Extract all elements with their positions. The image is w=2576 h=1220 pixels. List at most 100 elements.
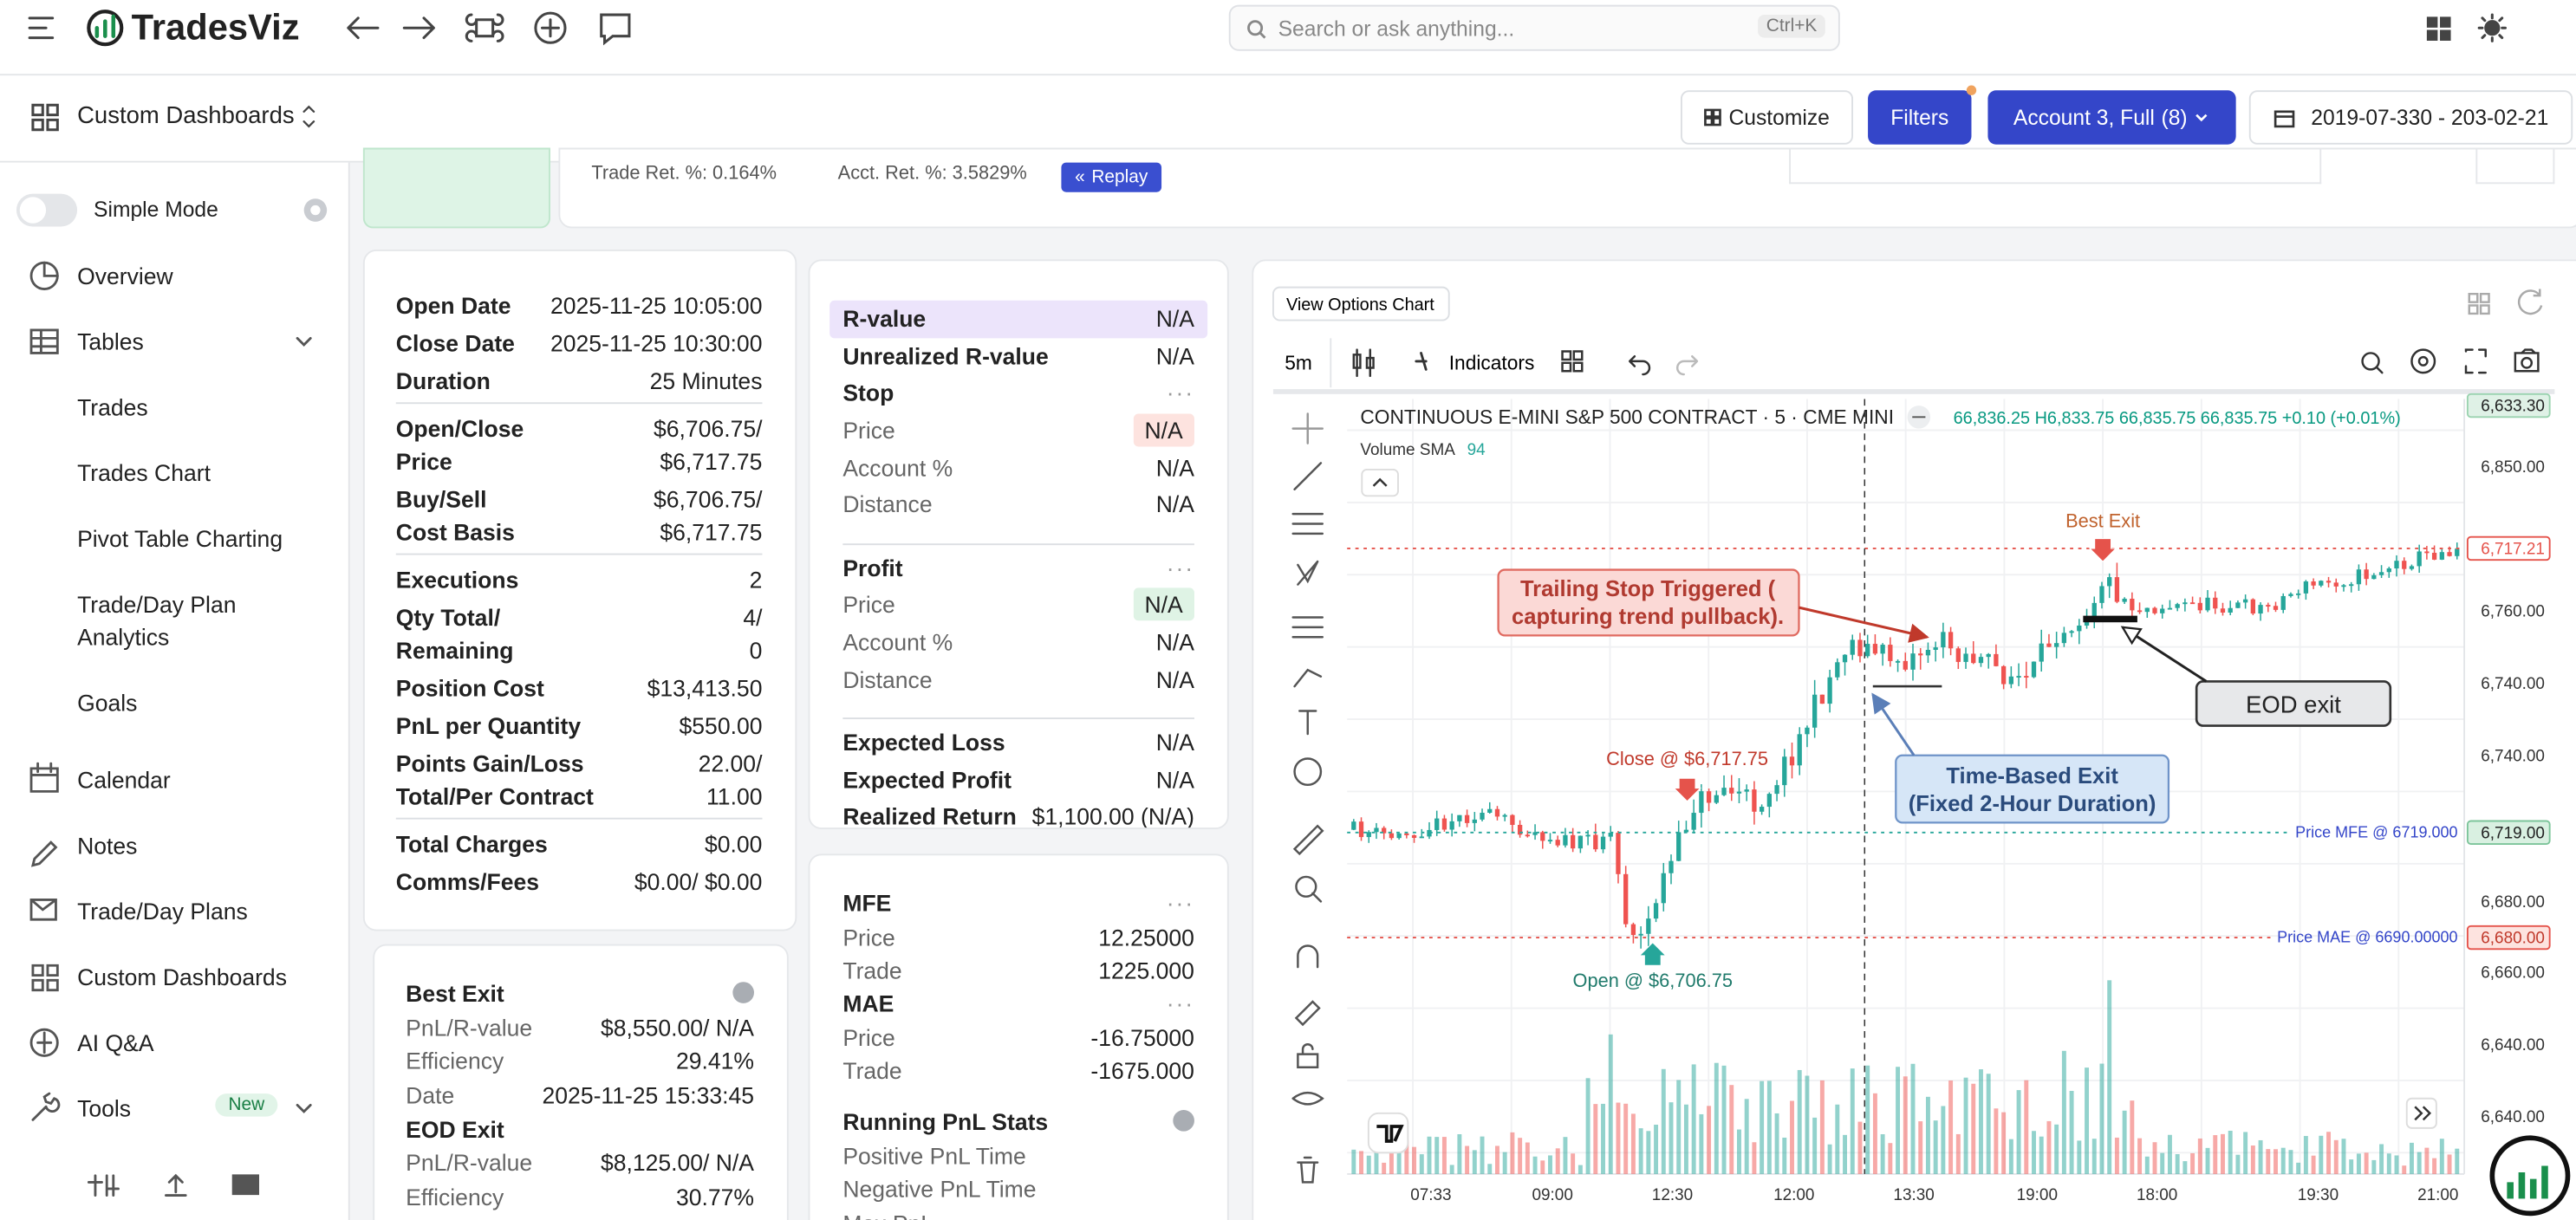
- help-icon[interactable]: [732, 982, 754, 1004]
- nav-item[interactable]: Goals: [77, 686, 137, 719]
- menu-icon[interactable]: [28, 16, 55, 40]
- menu-dots[interactable]: ···: [1166, 890, 1194, 917]
- customize-label: Customize: [1728, 105, 1830, 130]
- help-widget[interactable]: [2488, 1133, 2576, 1220]
- row-value: $6,706.75/ $6,717.75: [654, 482, 762, 548]
- theme-icon[interactable]: [2484, 20, 2501, 36]
- mae-label: Price MAE @ 6690.00000: [2277, 929, 2457, 946]
- tab-button[interactable]: [2475, 149, 2555, 185]
- price-axis: 6,633.30 6,850.00 6,717.21 6,760.00 6,740.00…: [2466, 393, 2551, 1126]
- label-line: Points Gain/Loss: [395, 750, 584, 776]
- icon-path: [31, 1092, 61, 1121]
- view-options-button[interactable]: [1272, 286, 1450, 321]
- candle-body: [2341, 585, 2346, 587]
- nav-item[interactable]: Pivot Table Charting: [77, 522, 283, 555]
- candle-body: [1812, 694, 1818, 728]
- candle-body: [2424, 551, 2430, 554]
- help-icon[interactable]: [1173, 1110, 1194, 1132]
- nav-item[interactable]: Tools: [77, 1092, 131, 1125]
- volume-bar: [1548, 1155, 1552, 1174]
- volume-bar: [2046, 1120, 2052, 1174]
- menu-dots[interactable]: ···: [1166, 990, 1194, 1017]
- back-icon[interactable]: [347, 16, 380, 40]
- volume-bar: [1502, 1152, 1507, 1174]
- label-line: Account %: [842, 628, 953, 656]
- row-label: EOD Exit: [406, 1113, 504, 1145]
- info-row: Date 2025-11-25 15:33:45: [406, 1079, 754, 1113]
- price-label-box: [2466, 925, 2551, 951]
- filters-button[interactable]: Filters: [1868, 90, 1972, 145]
- row-value: 2025-11-25 15:33:45: [543, 1079, 754, 1112]
- label-line: Date: [406, 1081, 455, 1109]
- volume-bar: [1608, 1034, 1613, 1174]
- close-label: Close @ $6,717.75: [1606, 748, 1768, 769]
- nav-item[interactable]: Trade/Day Plans: [77, 895, 248, 928]
- replay-button[interactable]: « Replay: [1061, 162, 1162, 192]
- label-line: Trade: [842, 1057, 902, 1084]
- nav-item-label: Custom Dashboards: [77, 964, 287, 990]
- volume-bar: [2296, 1162, 2301, 1174]
- forward-icon[interactable]: [402, 16, 435, 40]
- nav-item[interactable]: Notes: [77, 829, 137, 862]
- nav-item[interactable]: Trades Chart: [77, 457, 211, 490]
- ai-icon[interactable]: [600, 13, 631, 46]
- add-icon[interactable]: [534, 11, 567, 44]
- candle-body: [1623, 873, 1629, 925]
- time-label: 13:30: [1893, 1186, 1934, 1204]
- candle-body: [2303, 581, 2309, 594]
- nav-item-label: Tools: [77, 1094, 132, 1122]
- settings-icon[interactable]: [301, 196, 330, 225]
- row-label: Best Exit: [406, 977, 504, 1010]
- date-range-button[interactable]: 2019-07-330 - 203-02-21: [2248, 90, 2573, 145]
- menu-dots[interactable]: ···: [1166, 555, 1194, 581]
- label-line: Expected Loss: [842, 729, 1005, 756]
- interval[interactable]: 5m: [1285, 351, 1312, 373]
- candle-body: [2311, 581, 2316, 586]
- nav-item[interactable]: Custom Dashboards: [77, 961, 287, 994]
- nav-item-label: Calendar: [77, 766, 171, 794]
- candle-body: [2431, 552, 2437, 560]
- volume-bar: [2001, 1112, 2007, 1174]
- info-row: Realized Return $1,100.00 (N/A): [842, 798, 1194, 827]
- value-line: N/A: [1155, 628, 1194, 656]
- nav-item[interactable]: AI Q&A: [77, 1026, 153, 1059]
- label-line: Position Cost: [395, 673, 544, 701]
- time-label: 21:00: [2417, 1186, 2458, 1204]
- icon-path: [296, 1103, 312, 1113]
- label-line: Efficiency: [406, 1048, 504, 1075]
- price-label: 6,640.00: [2481, 1036, 2545, 1055]
- menu-dots[interactable]: ···: [1166, 380, 1194, 406]
- nav-item[interactable]: Calendar: [77, 763, 171, 796]
- candle-body: [1472, 819, 1477, 823]
- collapse-button[interactable]: [1361, 469, 1399, 497]
- volume-bar: [1910, 1063, 1916, 1174]
- value-line: $6,706.75/: [654, 414, 763, 441]
- nav-item[interactable]: Trade/Day Plan Analytics: [77, 587, 236, 653]
- info-row: PnL/R-value $8,125.00/ N/A: [406, 1146, 754, 1180]
- value-line: 11.00: [706, 782, 763, 809]
- brand[interactable]: TradesViz: [131, 6, 300, 48]
- info-row: Distance N/A: [842, 486, 1194, 523]
- candle-body: [2189, 602, 2195, 605]
- nav-item[interactable]: Overview: [77, 259, 173, 292]
- tab-group[interactable]: [1789, 149, 2322, 185]
- simple-mode-toggle[interactable]: [16, 193, 78, 227]
- customize-button[interactable]: Customize: [1680, 90, 1854, 145]
- candle-body: [1487, 808, 1493, 814]
- info-row: MFE ···: [842, 886, 1194, 920]
- select-icon[interactable]: [302, 105, 315, 128]
- command-icon[interactable]: [465, 13, 504, 42]
- dashboard-title[interactable]: Custom Dashboards: [77, 103, 295, 130]
- apps-icon[interactable]: [2426, 16, 2451, 41]
- time-axis: 07:33 09:00 12:30 12:00 13:30 19:00 18:00 19:30…: [1410, 1186, 2458, 1204]
- nav-item[interactable]: Tables: [77, 325, 144, 358]
- nav-item[interactable]: Trades: [77, 391, 148, 424]
- candle-body: [2182, 602, 2188, 605]
- search-box[interactable]: Search or ask anything... Ctrl+K: [1228, 4, 1840, 51]
- volume-bar: [1555, 1148, 1560, 1174]
- info-row: Expected Profit N/A: [842, 761, 1194, 798]
- indicators-label[interactable]: Indicators: [1449, 351, 1535, 373]
- volume-bar: [1472, 1150, 1477, 1174]
- account-button[interactable]: Account 3, Full (8): [1987, 90, 2236, 145]
- row-label: PnL/R-value: [406, 1011, 532, 1044]
